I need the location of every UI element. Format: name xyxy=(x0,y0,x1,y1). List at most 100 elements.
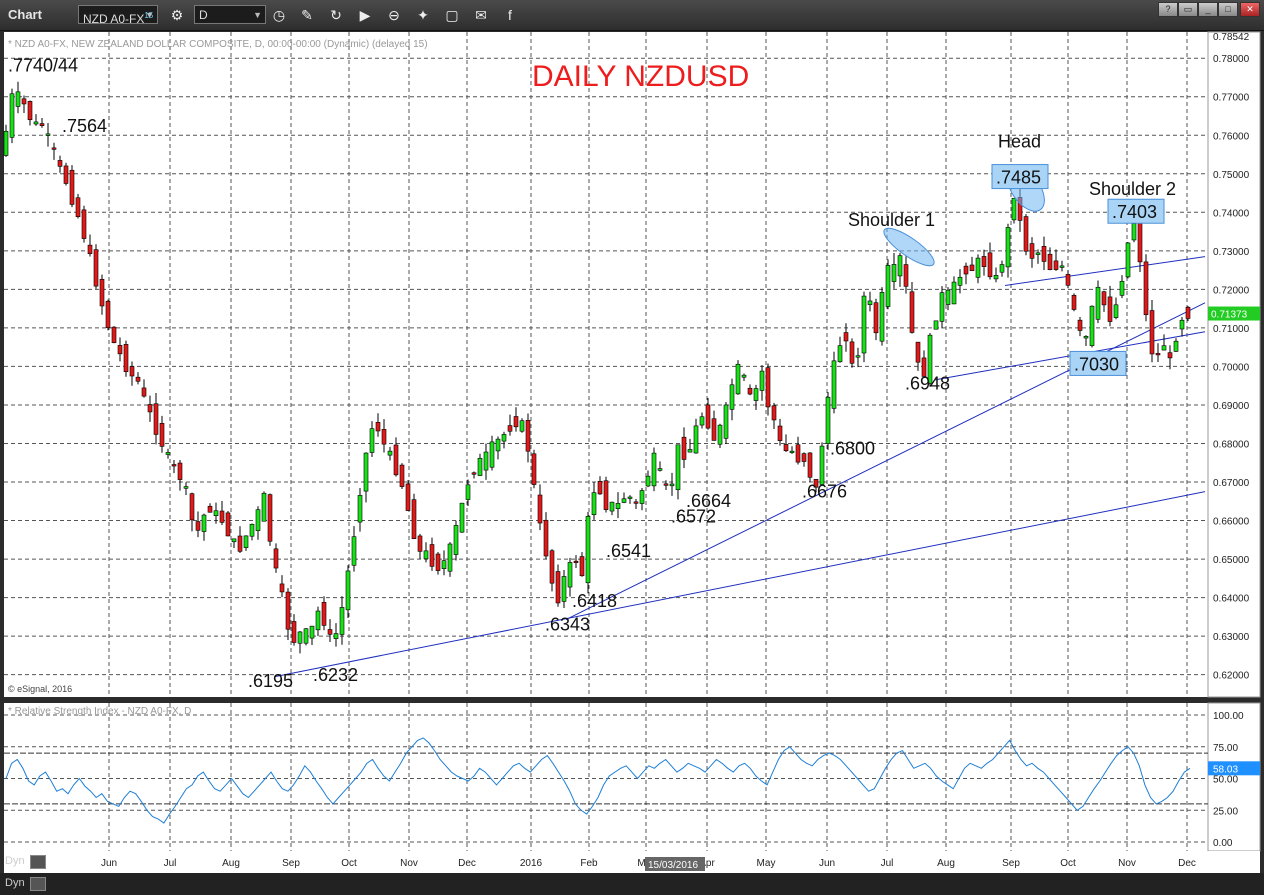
candle-body xyxy=(1185,306,1191,319)
candle-body xyxy=(459,502,465,533)
candle-body xyxy=(495,438,501,452)
candle-body xyxy=(3,130,9,156)
candle-body xyxy=(1083,336,1089,339)
price-tick-label: 0.63000 xyxy=(1213,632,1250,643)
candle-body xyxy=(759,370,765,391)
candle-body xyxy=(123,344,129,372)
price-annotation: .6343 xyxy=(545,614,590,634)
rsi-tick-label: 50.00 xyxy=(1213,775,1238,786)
price-tick-label: 0.74000 xyxy=(1213,208,1250,219)
rsi-tick-label: 100.00 xyxy=(1213,711,1244,722)
restore-button[interactable]: ▭ xyxy=(1178,2,1198,17)
month-label: Dec xyxy=(458,858,476,869)
pencil-icon[interactable]: ✎ xyxy=(301,7,313,23)
candle-body xyxy=(387,450,393,456)
interval-dropdown-icon[interactable]: ▼ xyxy=(253,10,262,20)
month-label: Jul xyxy=(881,858,894,869)
candle-body xyxy=(261,492,267,522)
candle-body xyxy=(777,425,783,441)
candle-body xyxy=(801,453,807,462)
month-label: Oct xyxy=(1060,858,1076,869)
chart-toolbar: Chart NZD A0-FX15 ▼ ⚙ D ▼ ◷ ✎ ↻ ▶ ⊖ ✦ ▢ … xyxy=(0,0,1264,31)
candle-body xyxy=(129,366,135,377)
twitter-icon[interactable]: ✉ xyxy=(475,7,487,23)
candle-body xyxy=(681,436,687,460)
minimize-button[interactable]: _ xyxy=(1198,2,1218,17)
candle-body xyxy=(1047,253,1053,270)
candle-body xyxy=(189,493,195,521)
link-settings-icon[interactable]: ⚙ xyxy=(170,7,184,23)
candle-body xyxy=(411,499,417,539)
candle-body xyxy=(111,326,117,344)
price-annotation: .6232 xyxy=(313,665,358,685)
candle-body xyxy=(699,416,705,426)
boxed-label: .7403 xyxy=(1112,202,1157,222)
candle-body xyxy=(639,490,645,504)
candle-body xyxy=(147,404,153,413)
zoom-icon[interactable]: ⊖ xyxy=(388,7,400,23)
play-icon[interactable]: ▶ xyxy=(359,7,371,23)
dyn-toggle-upper[interactable] xyxy=(30,855,46,869)
maximize-button[interactable]: □ xyxy=(1218,2,1238,17)
symbol-dropdown-icon[interactable]: ▼ xyxy=(145,10,154,20)
candle-body xyxy=(501,434,507,442)
facebook-icon[interactable]: f xyxy=(508,7,512,23)
candle-body xyxy=(867,300,873,306)
candle-body xyxy=(21,98,27,105)
candle-body xyxy=(195,521,201,531)
candle-body xyxy=(513,416,519,428)
candle-body xyxy=(651,452,657,487)
candle-body xyxy=(663,483,669,486)
interval-input[interactable]: D ▼ xyxy=(194,5,266,24)
price-annotation: .6800 xyxy=(830,438,875,458)
candle-body xyxy=(957,276,963,286)
candle-body xyxy=(627,496,633,499)
candle-body xyxy=(453,525,459,555)
candle-body xyxy=(621,498,627,503)
month-label: Jul xyxy=(164,858,177,869)
candle-body xyxy=(351,536,357,566)
candle-body xyxy=(771,405,777,421)
dyn-toggle-lower[interactable] xyxy=(30,877,46,891)
candle-body xyxy=(429,544,435,567)
price-annotation: .6664 xyxy=(686,491,731,511)
candle-body xyxy=(1107,296,1113,322)
candle-body xyxy=(1041,246,1047,262)
symbol-input[interactable]: NZD A0-FX15 ▼ xyxy=(78,5,158,26)
candle-body xyxy=(1023,216,1029,252)
candle-body xyxy=(243,535,249,548)
candle-body xyxy=(45,133,51,136)
candle-body xyxy=(525,420,531,452)
window-title: Chart xyxy=(8,7,42,22)
candle-body xyxy=(567,562,573,588)
price-annotation: .6948 xyxy=(905,374,950,394)
candle-body xyxy=(981,256,987,267)
candle-body xyxy=(945,289,951,305)
help-button[interactable]: ? xyxy=(1158,2,1178,17)
close-button[interactable]: ✕ xyxy=(1240,2,1260,17)
tools-icon[interactable]: ✦ xyxy=(417,7,429,23)
candle-body xyxy=(843,332,849,342)
candle-body xyxy=(255,509,261,531)
rsi-title: * Relative Strength Index - NZD A0-FX, D xyxy=(8,706,191,717)
candle-body xyxy=(1101,291,1107,306)
clock-icon[interactable]: ◷ xyxy=(272,7,286,23)
candle-body xyxy=(333,633,339,640)
time-axis xyxy=(4,851,1260,873)
candle-body xyxy=(441,560,447,569)
candle-body xyxy=(633,501,639,504)
boxed-label-bg xyxy=(1069,350,1127,376)
grid-lines xyxy=(4,32,1208,851)
candle-body xyxy=(735,363,741,395)
comment-icon[interactable]: ▢ xyxy=(445,7,459,23)
refresh-icon[interactable]: ↻ xyxy=(330,7,342,23)
candle-body xyxy=(963,265,969,275)
candle-body xyxy=(609,501,615,512)
month-label: Jun xyxy=(101,858,117,869)
last-price-label: 0.71373 xyxy=(1211,310,1248,321)
candle-body xyxy=(27,101,33,121)
candle-body xyxy=(795,444,801,463)
month-label: Aug xyxy=(937,858,955,869)
price-annotation: .6572 xyxy=(671,506,716,526)
